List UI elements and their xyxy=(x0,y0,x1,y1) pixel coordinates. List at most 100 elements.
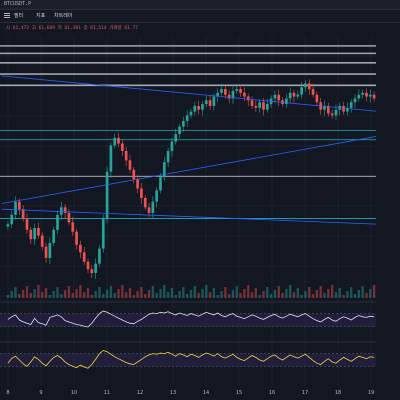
candle-body xyxy=(189,111,193,116)
trendline xyxy=(1,75,400,114)
candle-body xyxy=(201,104,204,110)
candle-body xyxy=(273,94,277,99)
candle-body xyxy=(86,261,90,270)
volume-bar xyxy=(98,287,101,298)
chart-area[interactable]: 8 9 10 11 12 13 14 15 16 17 18 19 xyxy=(0,36,400,400)
candle-body xyxy=(10,214,14,225)
x-tick-label: 10 xyxy=(71,390,77,396)
volume-bar xyxy=(323,293,326,298)
volume-bar xyxy=(361,286,364,298)
volume-bar xyxy=(128,288,132,298)
volume-bar xyxy=(140,287,143,298)
volume-bar xyxy=(330,285,334,298)
x-tick-label: 18 xyxy=(335,390,341,396)
menu-icon[interactable] xyxy=(2,12,12,20)
volume-bar xyxy=(319,286,322,298)
candle-body xyxy=(349,102,353,108)
candle-body xyxy=(59,207,63,215)
candle-body xyxy=(63,207,67,213)
candle-body xyxy=(265,104,269,110)
candle-body xyxy=(124,150,128,161)
volume-bar xyxy=(83,292,86,298)
filter-button[interactable]: 필터 xyxy=(14,13,24,19)
stoch-line xyxy=(7,349,375,369)
volume-bar xyxy=(254,288,257,298)
volume-bar xyxy=(25,286,29,298)
volume-bar xyxy=(285,289,288,298)
candle-body xyxy=(117,137,120,144)
candle-body xyxy=(140,188,143,198)
volume-bar xyxy=(52,291,55,298)
x-tick-label: 14 xyxy=(203,390,209,396)
volume-bar xyxy=(216,295,219,298)
volume-bar xyxy=(308,287,311,298)
volume-bar xyxy=(247,285,250,298)
volume-bar xyxy=(212,288,216,298)
rsi-band xyxy=(0,313,376,327)
price-chart[interactable]: 8 9 10 11 12 13 14 15 16 17 18 19 xyxy=(0,36,400,400)
candle-body xyxy=(342,105,345,112)
volume-bar xyxy=(269,294,273,298)
candle-body xyxy=(353,98,357,103)
indicators-button[interactable]: 지표 xyxy=(36,13,46,19)
stoch-band xyxy=(0,353,376,367)
candle-body xyxy=(37,227,40,236)
volume-bar xyxy=(86,288,90,298)
volume-bar xyxy=(155,293,158,298)
candle-body xyxy=(178,126,181,135)
volume-bar xyxy=(132,295,135,298)
volume-bar xyxy=(22,290,25,298)
candle-body xyxy=(128,160,132,170)
candle-body xyxy=(372,94,376,99)
candle-body xyxy=(365,92,368,97)
candle-body xyxy=(254,105,258,108)
candle-body xyxy=(185,115,189,121)
candle-body xyxy=(170,141,174,151)
volume-bar xyxy=(56,287,59,298)
x-tick-label: 8 xyxy=(6,390,9,396)
volume-bar xyxy=(33,289,36,298)
volume-bar xyxy=(71,293,74,298)
candle-body xyxy=(132,169,136,180)
volume-bar xyxy=(350,287,353,298)
candle-body xyxy=(121,143,124,151)
chart-layout-button[interactable]: 차트레이 xyxy=(54,13,73,19)
candle-body xyxy=(75,231,78,245)
candle-body xyxy=(56,214,59,230)
candle-body xyxy=(296,94,300,97)
candle-body xyxy=(357,94,361,99)
chart-toolbar: 필터 지표 차트레이 xyxy=(0,10,400,23)
x-tick-label: 16 xyxy=(269,390,275,396)
candle-body xyxy=(307,83,311,90)
candle-body xyxy=(243,92,246,97)
candle-body xyxy=(361,92,364,95)
volume-bar xyxy=(94,291,97,298)
candle-body xyxy=(292,92,296,97)
candle-body xyxy=(197,105,200,110)
volume-bar xyxy=(117,289,120,298)
candle-body xyxy=(147,207,151,213)
candle-body xyxy=(277,94,281,101)
volume-bar xyxy=(102,294,105,298)
price-axis xyxy=(376,36,400,386)
volume-bar xyxy=(239,293,242,298)
candle-body xyxy=(166,150,170,163)
volume-bar xyxy=(113,293,116,298)
candle-body xyxy=(71,222,75,232)
candle-body xyxy=(311,89,315,95)
candle-body xyxy=(220,89,223,93)
volume-bar xyxy=(166,292,170,298)
volume-bar xyxy=(136,291,139,298)
x-tick-label: 19 xyxy=(368,390,374,396)
volume-bar xyxy=(193,286,196,298)
volume-bar xyxy=(304,291,307,298)
candle-body xyxy=(227,94,231,99)
volume-bar xyxy=(159,289,162,298)
volume-bar xyxy=(174,295,177,298)
volume-bar xyxy=(289,285,292,298)
volume-bar xyxy=(121,285,124,298)
candle-body xyxy=(262,102,265,110)
volume-bar xyxy=(151,286,154,298)
candle-body xyxy=(21,209,25,219)
candle-body xyxy=(300,87,303,95)
